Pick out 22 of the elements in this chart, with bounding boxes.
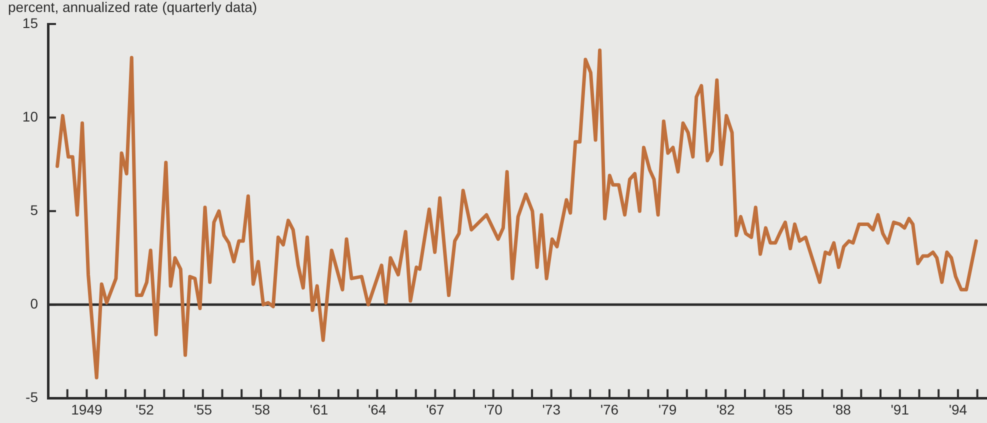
y-tick-label: 15: [22, 14, 38, 31]
x-tick-label: '61: [310, 401, 328, 418]
x-tick-label: '70: [484, 401, 503, 418]
x-tick-label: '85: [774, 401, 794, 418]
y-axis-title: percent, annualized rate (quarterly data): [8, 0, 258, 15]
y-tick-label: 5: [30, 202, 38, 218]
x-tick-label: '82: [716, 401, 735, 418]
x-tick-label: '88: [832, 401, 852, 418]
x-tick-label: '64: [368, 401, 386, 418]
x-tick-label: '73: [542, 401, 561, 418]
x-tick-label: '58: [252, 401, 270, 418]
y-tick-label: 10: [22, 108, 38, 124]
x-tick-label: 1949: [71, 401, 102, 418]
x-tick-label: '52: [136, 401, 154, 418]
x-tick-label: '55: [194, 401, 212, 418]
x-tick-label: '79: [658, 401, 677, 418]
x-tick-label: '91: [890, 401, 910, 418]
y-tick-label: -5: [26, 389, 38, 406]
x-tick-label: '76: [600, 401, 619, 418]
x-tick-label: '67: [426, 401, 445, 418]
y-tick-label: 0: [30, 296, 38, 312]
x-tick-label: '94: [948, 401, 968, 418]
